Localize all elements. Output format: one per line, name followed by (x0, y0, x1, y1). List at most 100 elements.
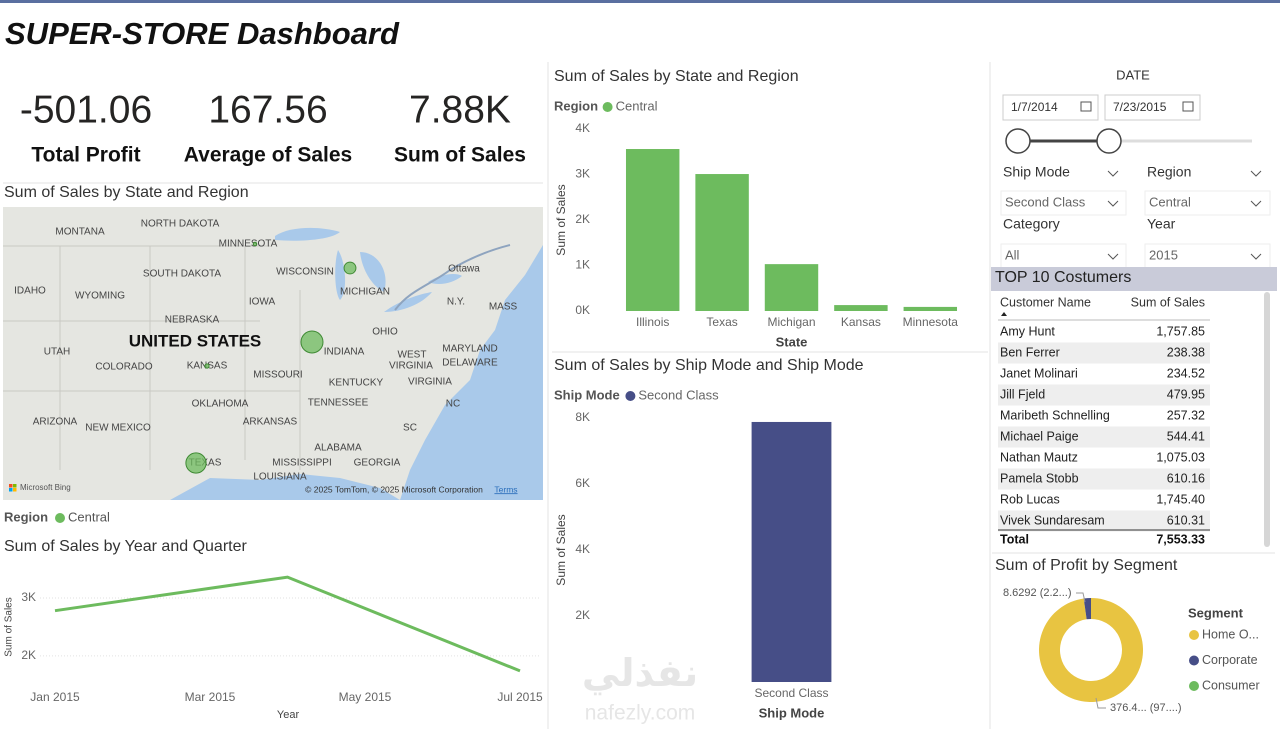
bar (751, 421, 832, 682)
calendar-icon (1080, 101, 1092, 112)
y-tick-label: 2K (21, 648, 36, 662)
top-border (0, 0, 1280, 3)
column-header: Sum of Sales (1131, 295, 1205, 309)
x-tick-label: Second Class (754, 686, 828, 700)
total-label: Total (1000, 532, 1029, 546)
cell[interactable]: 1,075.03 (1156, 450, 1205, 464)
kpi-label: Average of Sales (184, 144, 352, 167)
x-tick-label: May 2015 (339, 690, 392, 704)
dropdown[interactable] (1000, 243, 1127, 269)
map-label: MASS (489, 302, 518, 313)
y-tick-label: 3K (575, 167, 590, 181)
x-axis-title: State (776, 334, 808, 349)
lake (335, 250, 346, 300)
cell[interactable]: Rob Lucas (1000, 492, 1060, 506)
cell[interactable]: Pamela Stobb (1000, 471, 1079, 485)
date-value[interactable]: 1/7/2014 (1011, 100, 1058, 114)
legend-title: Region (554, 98, 598, 113)
legend-dot (625, 391, 636, 401)
filter-value[interactable]: Second Class (1005, 194, 1086, 209)
cell[interactable]: Janet Molinari (1000, 366, 1078, 380)
date-input[interactable] (1104, 94, 1201, 121)
filter-label: Ship Mode (1003, 164, 1070, 180)
kpi-label: Sum of Sales (394, 144, 526, 167)
legend-dot (1189, 655, 1199, 666)
line (54, 575, 521, 673)
filter-value[interactable]: Central (1149, 194, 1191, 209)
lake (360, 252, 386, 292)
row-band (998, 426, 1210, 448)
map-bubble (343, 261, 357, 275)
map-label: OKLAHOMA (192, 399, 249, 410)
dropdown[interactable] (1000, 190, 1127, 216)
cell[interactable]: 1,757.85 (1156, 324, 1205, 338)
row-band (998, 468, 1210, 490)
dropdown[interactable] (1144, 243, 1271, 269)
dropdown[interactable] (1144, 190, 1271, 216)
map-label: N.Y. (447, 297, 465, 308)
map-label: UTAH (44, 347, 70, 358)
cell[interactable]: 257.32 (1167, 408, 1205, 422)
y-tick-label: 1K (575, 258, 590, 272)
map-label: ARIZONA (33, 417, 78, 428)
date-label: DATE (1116, 67, 1150, 82)
cell[interactable]: 544.41 (1167, 429, 1205, 443)
map-label: VIRGINIA (408, 377, 452, 388)
chart-title: Sum of Sales by State and Region (4, 184, 249, 201)
x-tick-label: Minnesota (903, 315, 959, 329)
cell[interactable]: 479.95 (1167, 387, 1205, 401)
column-header: Customer Name (1000, 295, 1091, 309)
y-axis-title: Sum of Sales (554, 514, 568, 585)
bar (695, 174, 749, 311)
kpi-value: 167.56 (208, 88, 327, 131)
bar (625, 149, 680, 311)
map-terms[interactable]: Terms (494, 484, 517, 494)
kpi-value: -501.06 (20, 88, 152, 131)
filter-label: Region (1147, 164, 1191, 180)
date-value[interactable]: 7/23/2015 (1113, 100, 1167, 114)
map-bubble (300, 330, 324, 354)
scrollbar[interactable] (1264, 292, 1270, 547)
leader-line (1095, 697, 1106, 709)
cell[interactable]: 234.52 (1167, 366, 1205, 380)
cell[interactable]: Nathan Mautz (1000, 450, 1078, 464)
cell[interactable]: Michael Paige (1000, 429, 1079, 443)
cell[interactable]: 238.38 (1167, 345, 1205, 359)
cell[interactable]: Vivek Sundaresam (1000, 513, 1105, 527)
map-label: IDAHO (14, 286, 46, 297)
kpi-value: 7.88K (409, 88, 511, 131)
map-label: MONTANA (55, 227, 105, 238)
legend-label: Corporate (1202, 653, 1258, 667)
legend-label: Home O... (1202, 627, 1259, 641)
cell[interactable]: 610.31 (1167, 513, 1205, 527)
legend-title: Ship Mode (554, 387, 620, 402)
legend-dot (1189, 681, 1199, 691)
bar (834, 305, 888, 311)
bar (764, 264, 819, 311)
chevron (1250, 170, 1262, 177)
river (394, 244, 511, 311)
date-input[interactable] (1002, 94, 1099, 121)
legend-dot (1189, 630, 1199, 640)
chevron (1107, 200, 1119, 207)
chart-title: Sum of Sales by State and Region (554, 68, 799, 85)
x-axis-title: Ship Mode (759, 705, 825, 720)
slider-handle[interactable] (1096, 128, 1122, 154)
cell[interactable]: Amy Hunt (1000, 324, 1055, 338)
x-tick-label: Jul 2015 (497, 690, 543, 704)
cell[interactable]: Maribeth Schnelling (1000, 408, 1110, 422)
legend-dot (55, 513, 65, 523)
cell[interactable]: 1,745.40 (1156, 492, 1205, 506)
map-bubble (204, 363, 210, 369)
filter-value[interactable]: 2015 (1149, 247, 1178, 262)
y-axis-title: Sum of Sales (4, 597, 15, 656)
y-tick-label: 8K (575, 410, 590, 424)
cell[interactable]: Jill Fjeld (1000, 387, 1045, 401)
cell[interactable]: Ben Ferrer (1000, 345, 1060, 359)
chart-title: Sum of Sales by Ship Mode and Ship Mode (554, 357, 864, 374)
map-label: GEORGIA (354, 458, 401, 469)
filter-value[interactable]: All (1005, 247, 1020, 262)
slider-handle[interactable] (1005, 128, 1031, 154)
cell[interactable]: 610.16 (1167, 471, 1205, 485)
